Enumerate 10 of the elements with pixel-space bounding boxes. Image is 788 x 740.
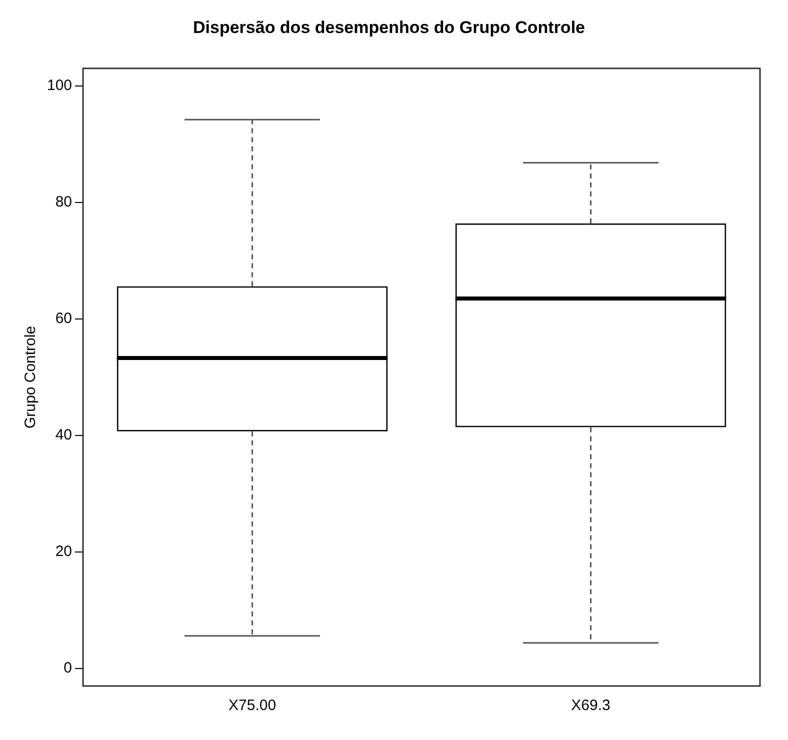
chart-title: Dispersão dos desempenhos do Grupo Controle [193,18,585,37]
y-axis-title: Grupo Controle [22,326,40,428]
x-tick-label: X69.3 [571,697,610,714]
y-tick-label: 80 [55,194,72,211]
y-tick-label: 60 [55,310,72,328]
y-tick-label: 0 [64,660,72,677]
x-tick-label: X75.00 [228,697,276,714]
y-tick-label: 40 [55,426,72,444]
y-tick-label: 20 [55,543,72,560]
y-tick-label: 100 [46,77,72,94]
